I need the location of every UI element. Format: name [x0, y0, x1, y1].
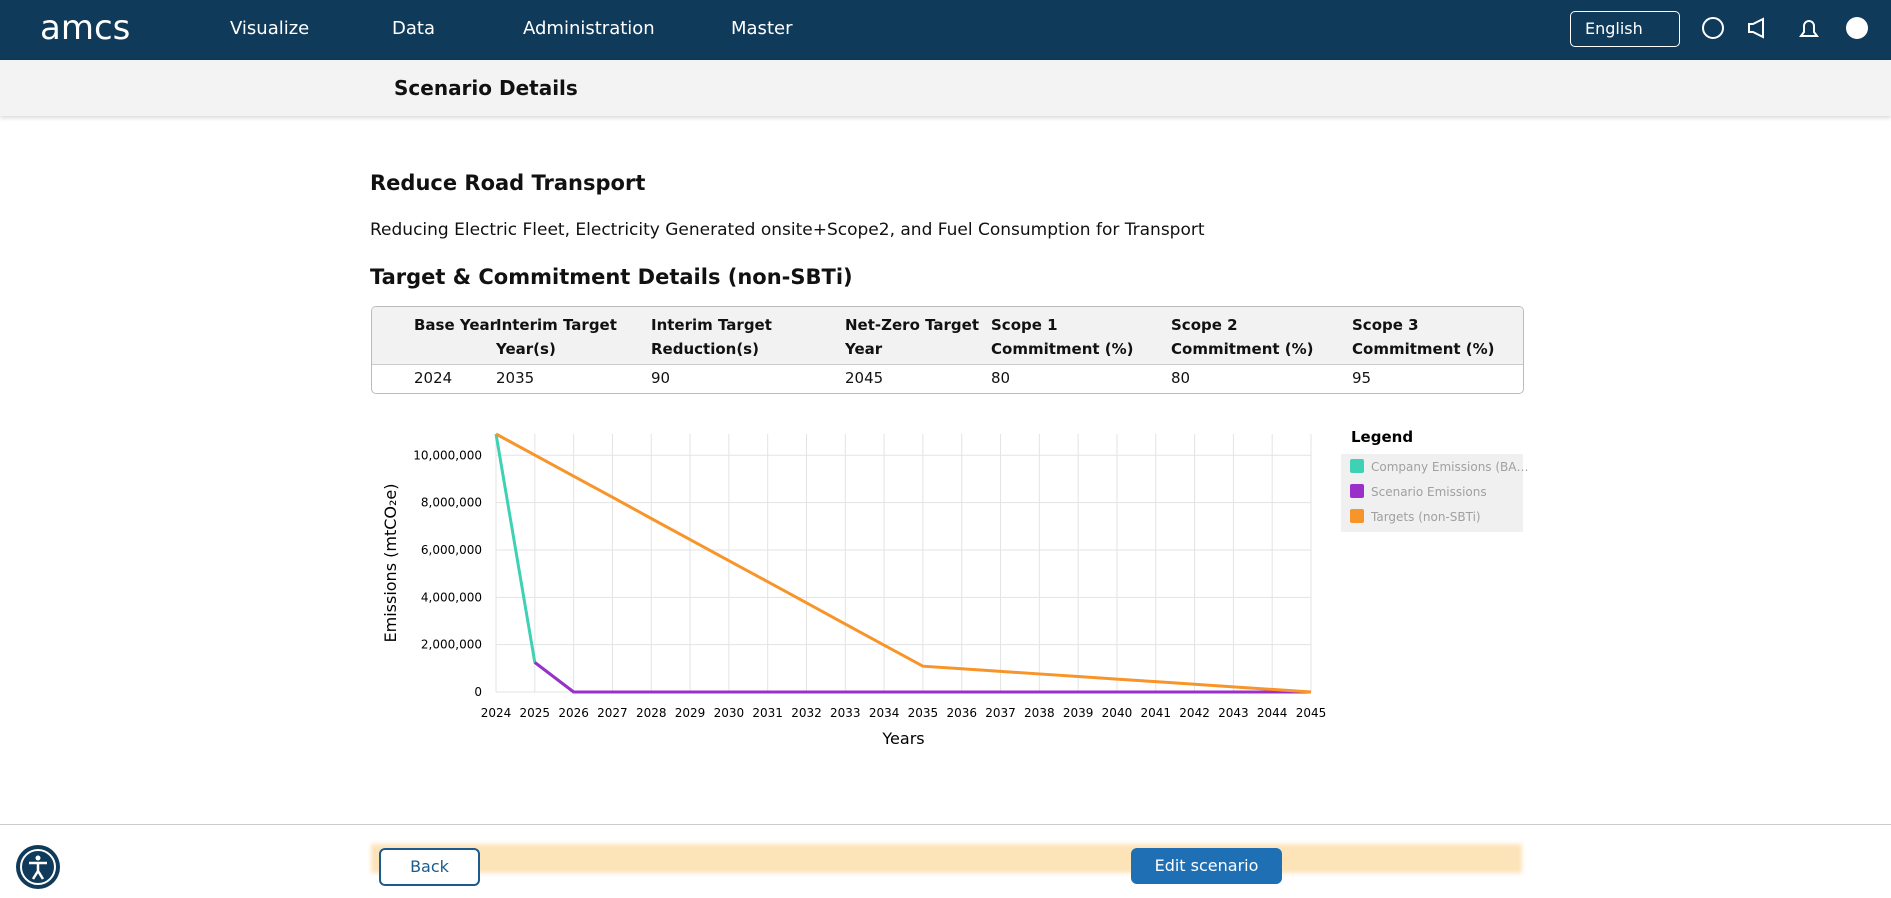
- x-tick-label: 2033: [830, 706, 861, 720]
- nav-item[interactable]: Data: [392, 18, 435, 39]
- y-tick-label: 4,000,000: [421, 590, 482, 604]
- table-header-cell: Scope 3 Commitment (%): [1352, 316, 1495, 358]
- y-tick-label: 2,000,000: [421, 638, 482, 652]
- logo[interactable]: amcs: [40, 8, 131, 48]
- x-tick-label: 2041: [1140, 706, 1171, 720]
- table-cell: 2035: [496, 369, 535, 387]
- series-line: [494, 433, 1311, 694]
- x-tick-label: 2043: [1218, 706, 1249, 720]
- legend-swatch: [1350, 509, 1364, 523]
- table-header-cell: Net-Zero Target Year: [845, 316, 979, 358]
- x-tick-label: 2039: [1063, 706, 1094, 720]
- x-tick-label: 2030: [714, 706, 745, 720]
- table-cell: 2024: [414, 369, 453, 387]
- y-tick-label: 0: [474, 685, 482, 699]
- notice-bar: [371, 844, 1522, 873]
- scenario-title: Reduce Road Transport: [370, 171, 646, 195]
- back-label: Back: [410, 857, 449, 876]
- legend-title: Legend: [1351, 428, 1413, 446]
- section-title: Target & Commitment Details (non-SBTi): [370, 265, 853, 289]
- edit-label: Edit scenario: [1154, 856, 1259, 875]
- x-tick-label: 2036: [946, 706, 977, 720]
- x-tick-label: 2045: [1296, 706, 1327, 720]
- chart: 2024 2025 2026 2027 2028 2029 2030 2031 2032 2033…: [381, 428, 1528, 748]
- x-tick-label: 2038: [1024, 706, 1055, 720]
- x-tick-label: 2034: [869, 706, 900, 720]
- x-axis-label: Years: [881, 729, 924, 748]
- page-title: Scenario Details: [394, 76, 578, 100]
- announce-icon[interactable]: [1748, 17, 1764, 39]
- x-tick-label: 2035: [908, 706, 939, 720]
- x-tick-label: 2044: [1257, 706, 1288, 720]
- page-header: Scenario Details: [0, 60, 1891, 116]
- series-line: [495, 432, 1312, 694]
- legend-swatch: [1350, 459, 1364, 473]
- back-button[interactable]: Back: [379, 848, 480, 886]
- x-tick-label: 2042: [1179, 706, 1210, 720]
- nav-item[interactable]: Visualize: [230, 18, 310, 39]
- y-tick-label: 6,000,000: [421, 543, 482, 557]
- table-header-cell: Scope 2 Commitment (%): [1171, 316, 1314, 358]
- y-tick-label: 10,000,000: [413, 448, 482, 462]
- x-tick-label: 2037: [985, 706, 1016, 720]
- nav-item[interactable]: Administration: [523, 18, 655, 39]
- accessibility-button[interactable]: [15, 844, 61, 890]
- x-tick-label: 2026: [558, 706, 589, 720]
- table-header-cell: Scope 1 Commitment (%): [991, 316, 1134, 358]
- scenario-description: Reducing Electric Fleet, Electricity Gen…: [370, 220, 1205, 240]
- commitment-table: Base Year Interim Target Year(s) Interim T…: [371, 306, 1524, 394]
- table-header-cell: Base Year: [414, 316, 498, 334]
- y-tick-label: 8,000,000: [421, 496, 482, 510]
- help-icon[interactable]: [1702, 17, 1724, 39]
- table-cell: 90: [651, 369, 671, 387]
- table-cell: 80: [1171, 369, 1191, 387]
- table-header-cell: Interim Target Year(s): [496, 316, 617, 358]
- legend-box: [1341, 454, 1523, 532]
- nav-item[interactable]: Master: [731, 18, 793, 39]
- nav-bar: amcs Visualize Data Administration Maste…: [0, 0, 1891, 60]
- divider: [0, 824, 1891, 825]
- x-tick-label: 2024: [481, 706, 512, 720]
- nav-icons: [1702, 17, 1868, 39]
- table-cell: 95: [1352, 369, 1372, 387]
- table-header: [372, 307, 1523, 365]
- x-tick-label: 2025: [520, 706, 551, 720]
- legend-label: Company Emissions (BA…: [1371, 460, 1528, 474]
- x-tick-label: 2032: [791, 706, 822, 720]
- edit-button[interactable]: Edit scenario: [1131, 848, 1282, 884]
- y-axis-label: Emissions (mtCO₂e): [381, 484, 400, 643]
- x-tick-label: 2040: [1102, 706, 1133, 720]
- x-tick-label: 2029: [675, 706, 706, 720]
- x-tick-label: 2031: [752, 706, 783, 720]
- user-icon[interactable]: [1846, 17, 1868, 39]
- x-tick-label: 2027: [597, 706, 628, 720]
- bell-icon[interactable]: [1799, 20, 1819, 37]
- series-line: [533, 661, 1311, 694]
- legend-label: Scenario Emissions: [1371, 485, 1487, 499]
- table-cell: 80: [991, 369, 1011, 387]
- legend-swatch: [1350, 484, 1364, 498]
- legend-label: Targets (non-SBTi): [1370, 510, 1481, 524]
- language-select[interactable]: English: [1570, 11, 1680, 47]
- table-cell: 2045: [845, 369, 884, 387]
- table-header-cell: Interim Target Reduction(s): [651, 316, 772, 358]
- x-tick-label: 2028: [636, 706, 667, 720]
